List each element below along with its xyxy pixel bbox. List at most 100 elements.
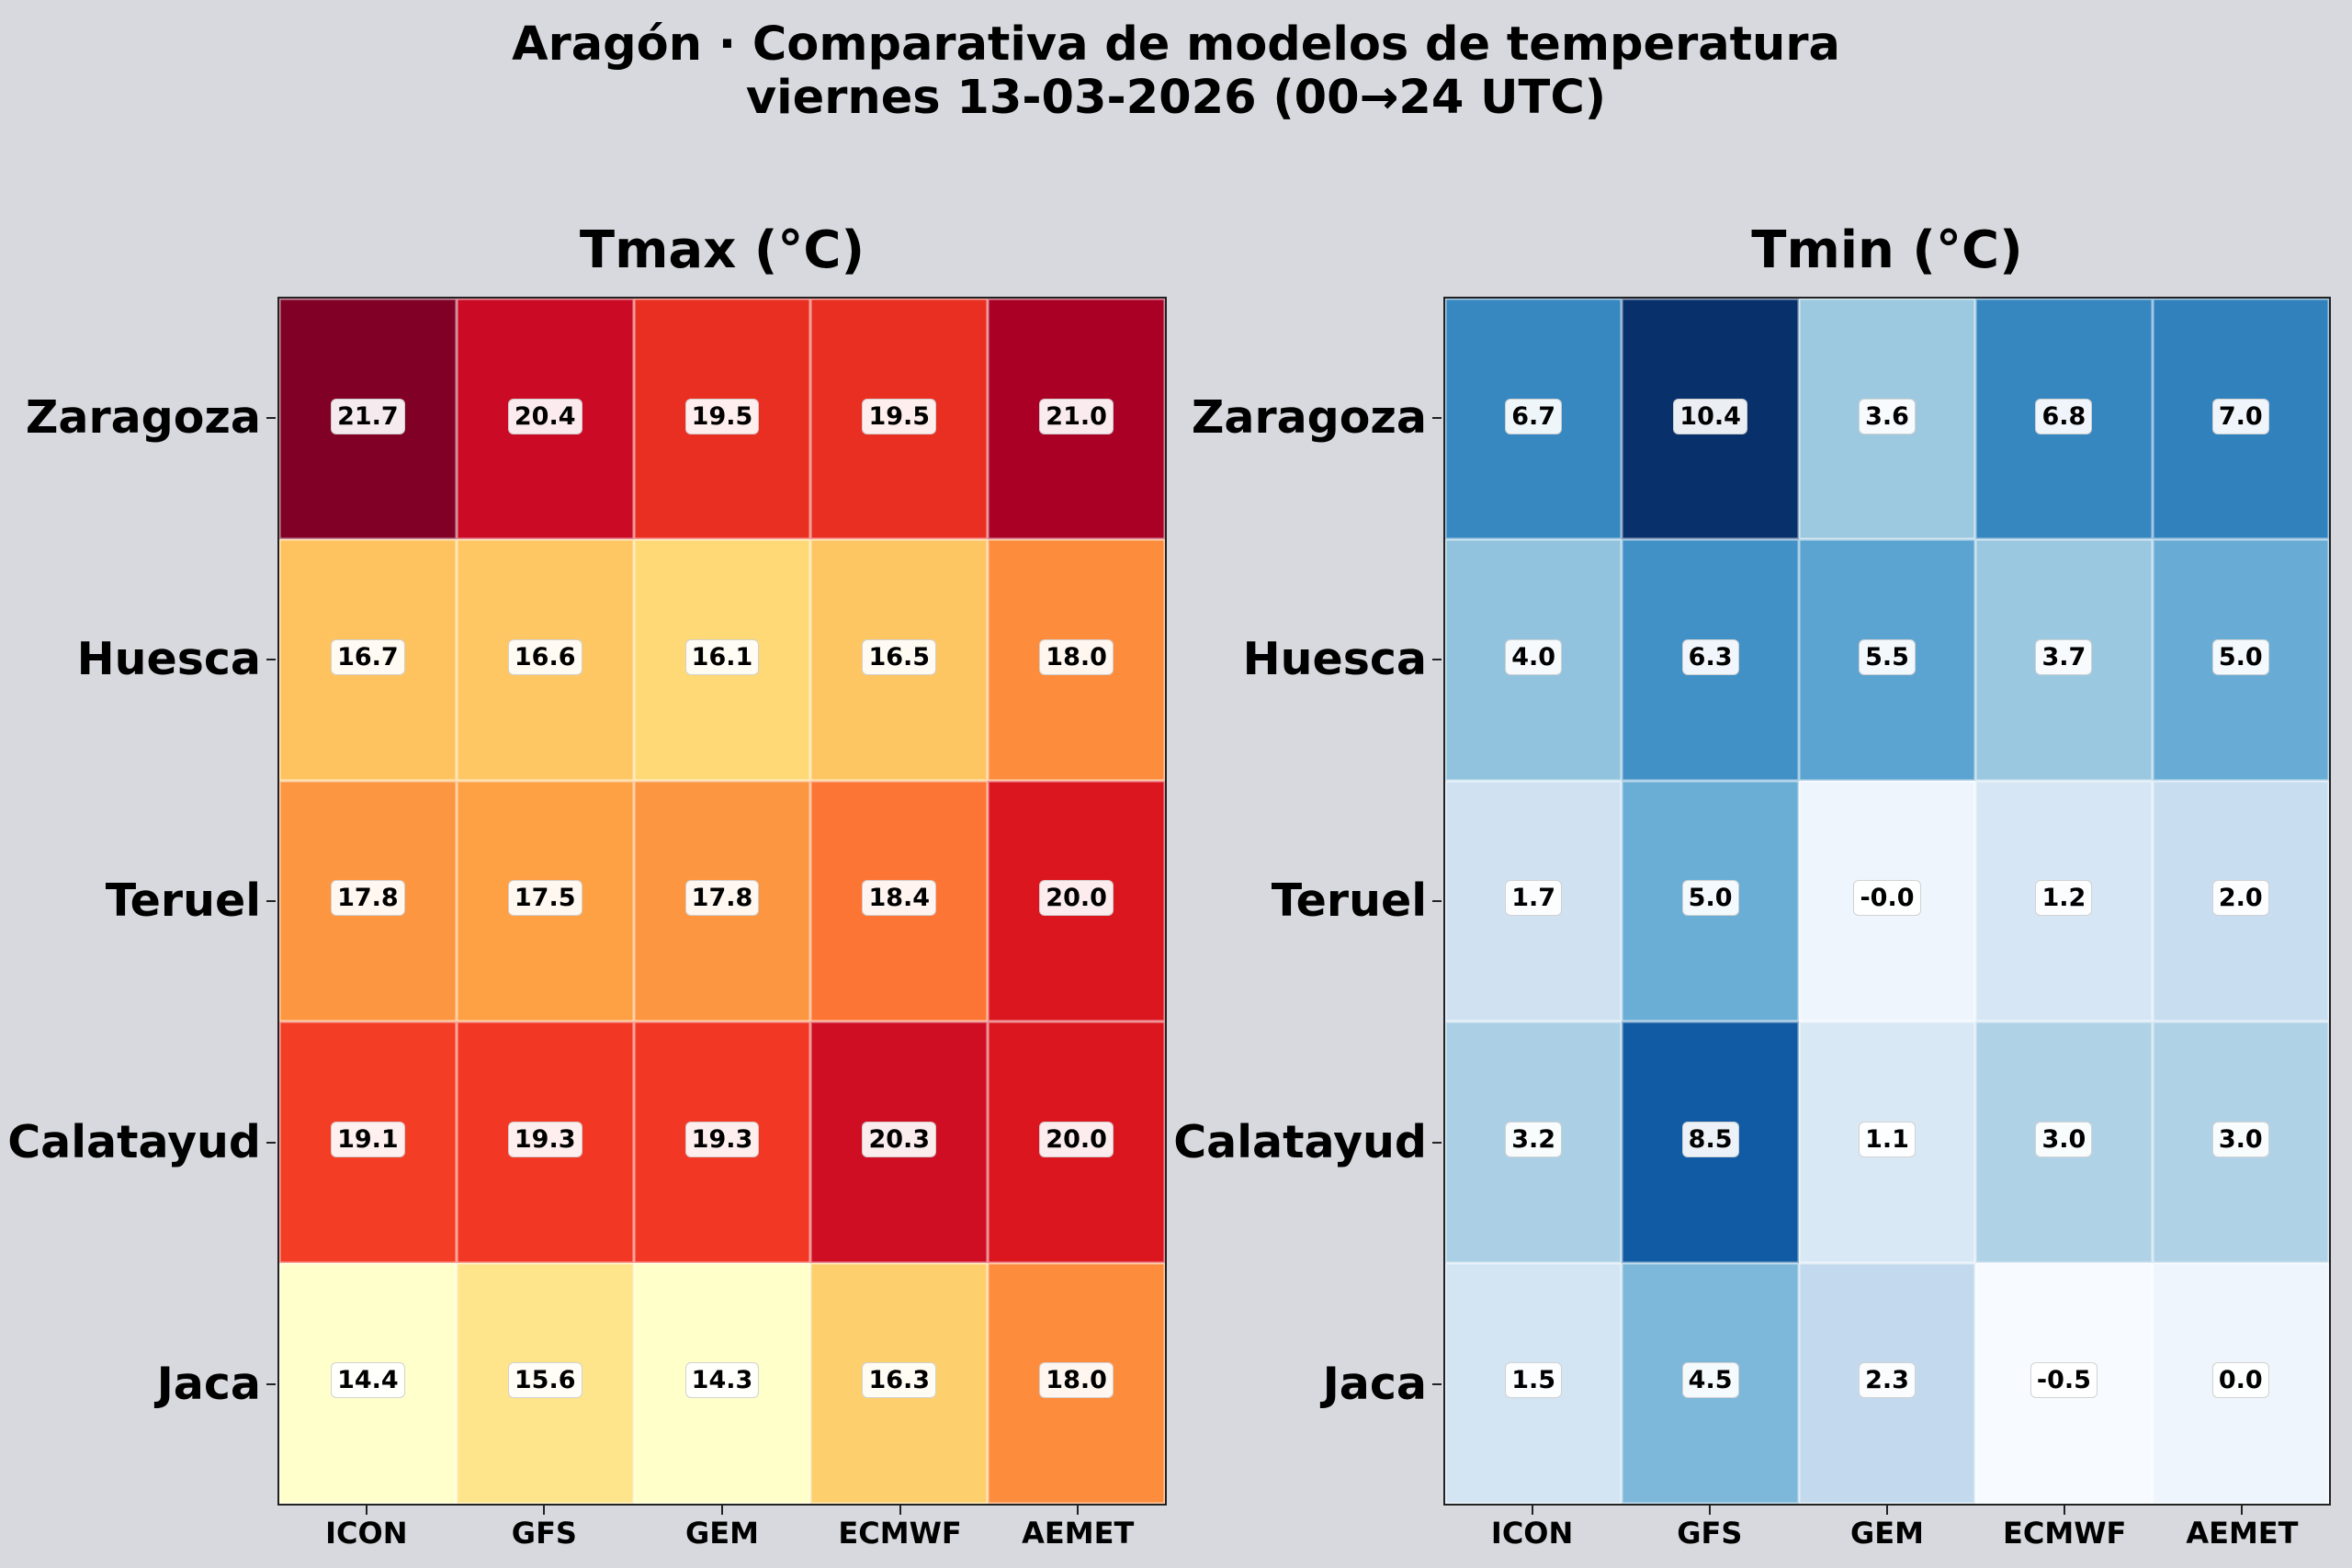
tmin-cell: 4.5 xyxy=(1622,1262,1799,1504)
tmax-heatmap-grid: 21.7 20.4 19.5 19.5 21.0 16.7 16.6 16.1 16.5 18.0… xyxy=(277,297,1167,1506)
tmin-x-tick-mark xyxy=(1708,1506,1711,1515)
tmin-cell-value: 6.8 xyxy=(2035,398,2093,434)
tmin-cell-value: 4.0 xyxy=(1505,639,1563,676)
tmax-cell: 16.7 xyxy=(279,539,457,781)
tmin-cell: 3.2 xyxy=(1445,1021,1623,1263)
tmin-cell: 0.0 xyxy=(2152,1262,2329,1504)
tmin-x-tick-label: ICON xyxy=(1490,1516,1574,1551)
tmin-cell: 4.0 xyxy=(1445,539,1623,781)
tmax-cell-value: 19.5 xyxy=(862,398,937,434)
tmax-y-tick-label: Huesca xyxy=(76,632,261,685)
tmax-y-tick-mark xyxy=(266,1383,276,1386)
tmin-x-tick-label: AEMET xyxy=(2186,1516,2299,1551)
tmin-cell-value: 5.0 xyxy=(2211,639,2269,676)
tmin-cell-value: 5.0 xyxy=(1681,880,1739,917)
tmin-cell-value: 6.3 xyxy=(1681,639,1739,676)
tmax-cell: 18.0 xyxy=(988,539,1165,781)
tmin-y-tick-mark xyxy=(1432,1383,1442,1386)
tmax-cell: 18.0 xyxy=(988,1262,1165,1504)
tmin-cell: -0.5 xyxy=(1975,1262,2153,1504)
tmin-cell: 2.3 xyxy=(1798,1262,1976,1504)
tmax-cell: 18.4 xyxy=(810,780,989,1022)
tmin-cell-value: 8.5 xyxy=(1681,1121,1739,1157)
tmax-cell-value: 14.4 xyxy=(331,1362,405,1399)
tmax-cell: 21.7 xyxy=(279,299,457,540)
tmin-cell-value: 7.0 xyxy=(2211,398,2269,434)
tmax-x-tick-mark xyxy=(1077,1506,1080,1515)
tmax-y-tick-label: Calatayud xyxy=(7,1116,261,1169)
tmax-y-tick-label: Jaca xyxy=(156,1358,261,1411)
tmin-cell-value: 4.5 xyxy=(1681,1362,1739,1399)
tmax-cell: 16.6 xyxy=(456,539,634,781)
tmax-cell-value: 18.0 xyxy=(1039,639,1114,676)
tmax-cell: 20.3 xyxy=(810,1021,989,1263)
tmin-x-tick-mark xyxy=(1886,1506,1888,1515)
tmax-y-axis: Zaragoza Huesca Teruel Calatayud Jaca xyxy=(0,297,277,1506)
tmin-heatmap-grid: 6.7 10.4 3.6 6.8 7.0 4.0 6.3 5.5 3.7 5.0 1.7 5.0 -0.… xyxy=(1443,297,2331,1506)
tmin-cell-value: 0.0 xyxy=(2211,1362,2269,1399)
tmin-cell: 1.1 xyxy=(1798,1021,1976,1263)
tmax-cell: 14.3 xyxy=(633,1262,811,1504)
tmin-cell: 6.8 xyxy=(1975,299,2153,540)
tmin-cell-value: -0.5 xyxy=(2030,1362,2098,1399)
tmax-cell-value: 17.8 xyxy=(331,880,405,917)
tmin-cell: 7.0 xyxy=(2152,299,2329,540)
tmin-x-tick-label: GEM xyxy=(1850,1516,1924,1551)
tmin-cell: 1.2 xyxy=(1975,780,2153,1022)
tmax-cell: 20.0 xyxy=(988,1021,1165,1263)
tmin-cell-value: 2.3 xyxy=(1859,1362,1916,1399)
tmax-cell-value: 15.6 xyxy=(507,1362,582,1399)
tmin-x-tick-mark xyxy=(1531,1506,1533,1515)
tmax-x-tick-mark xyxy=(899,1506,901,1515)
tmin-cell-value: 1.5 xyxy=(1505,1362,1563,1399)
tmax-cell-value: 16.3 xyxy=(862,1362,937,1399)
tmax-cell: 17.8 xyxy=(279,780,457,1022)
tmin-cell: 3.0 xyxy=(2152,1021,2329,1263)
tmax-x-tick-label: AEMET xyxy=(1022,1516,1135,1551)
tmax-cell-value: 16.7 xyxy=(331,639,405,676)
tmax-cell: 19.5 xyxy=(810,299,989,540)
tmin-y-tick-mark xyxy=(1432,416,1442,419)
tmin-cell: 6.3 xyxy=(1622,539,1799,781)
tmin-y-tick-label: Jaca xyxy=(1322,1358,1427,1411)
tmin-y-tick-label: Teruel xyxy=(1271,874,1427,927)
tmax-x-tick-label: ECMWF xyxy=(838,1516,962,1551)
tmin-y-tick-label: Huesca xyxy=(1242,632,1427,685)
tmin-cell-value: 1.2 xyxy=(2035,880,2093,917)
tmax-cell: 19.3 xyxy=(633,1021,811,1263)
tmin-cell: 1.7 xyxy=(1445,780,1623,1022)
tmax-cell: 17.8 xyxy=(633,780,811,1022)
tmin-x-axis: ICON GFS GEM ECMWF AEMET xyxy=(1443,1506,2331,1561)
tmax-cell-value: 16.5 xyxy=(862,639,937,676)
tmax-y-tick-label: Zaragoza xyxy=(25,390,261,444)
tmin-cell: 5.0 xyxy=(2152,539,2329,781)
tmax-cell-value: 20.0 xyxy=(1039,1121,1114,1157)
tmin-y-tick-mark xyxy=(1432,1142,1442,1145)
tmax-y-tick-mark xyxy=(266,1142,276,1145)
tmin-cell: 3.0 xyxy=(1975,1021,2153,1263)
tmax-cell: 15.6 xyxy=(456,1262,634,1504)
tmin-cell-value: 6.7 xyxy=(1505,398,1563,434)
tmax-cell-value: 19.5 xyxy=(684,398,760,434)
tmin-x-tick-label: ECMWF xyxy=(2003,1516,2127,1551)
tmax-cell-value: 21.7 xyxy=(331,398,405,434)
tmax-y-tick-mark xyxy=(266,658,276,660)
tmax-cell: 20.0 xyxy=(988,780,1165,1022)
tmin-cell-value: 3.2 xyxy=(1505,1121,1563,1157)
tmin-cell-value: -0.0 xyxy=(1853,880,1921,917)
tmax-cell: 19.5 xyxy=(633,299,811,540)
tmin-panel-title: Tmin (°C) xyxy=(1751,220,2023,280)
tmax-cell-value: 17.5 xyxy=(507,880,582,917)
tmin-cell: 6.7 xyxy=(1445,299,1623,540)
tmin-cell-value: 2.0 xyxy=(2211,880,2269,917)
tmax-cell-value: 19.3 xyxy=(684,1121,760,1157)
tmin-x-tick-mark xyxy=(2241,1506,2244,1515)
tmax-x-tick-mark xyxy=(365,1506,368,1515)
tmax-cell: 19.1 xyxy=(279,1021,457,1263)
tmin-cell: 3.6 xyxy=(1798,299,1976,540)
tmin-cell-value: 5.5 xyxy=(1859,639,1916,676)
tmax-cell-value: 19.1 xyxy=(331,1121,405,1157)
tmax-heatmap-panel: Tmax (°C) 21.7 20.4 19.5 19.5 21.0 16.7 16.6 16… xyxy=(7,221,1167,1550)
tmin-x-tick-mark xyxy=(2064,1506,2066,1515)
tmax-cell-value: 18.4 xyxy=(862,880,937,917)
